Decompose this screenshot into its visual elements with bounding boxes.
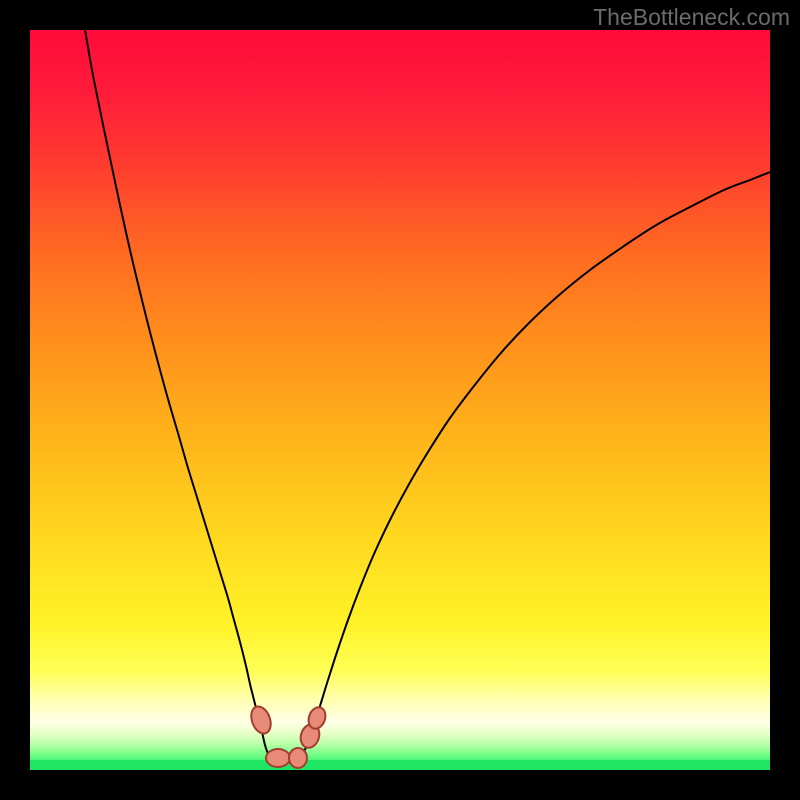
data-marker-1 — [266, 749, 290, 767]
plot-area — [30, 30, 770, 770]
data-marker-2 — [289, 748, 307, 768]
marker-group — [248, 704, 329, 768]
chart-canvas: TheBottleneck.com — [0, 0, 800, 800]
bottleneck-curve-right — [298, 172, 770, 760]
curves-layer — [30, 30, 770, 770]
watermark-text: TheBottleneck.com — [593, 4, 790, 31]
data-marker-0 — [248, 704, 274, 736]
bottleneck-curve-left — [85, 30, 298, 760]
